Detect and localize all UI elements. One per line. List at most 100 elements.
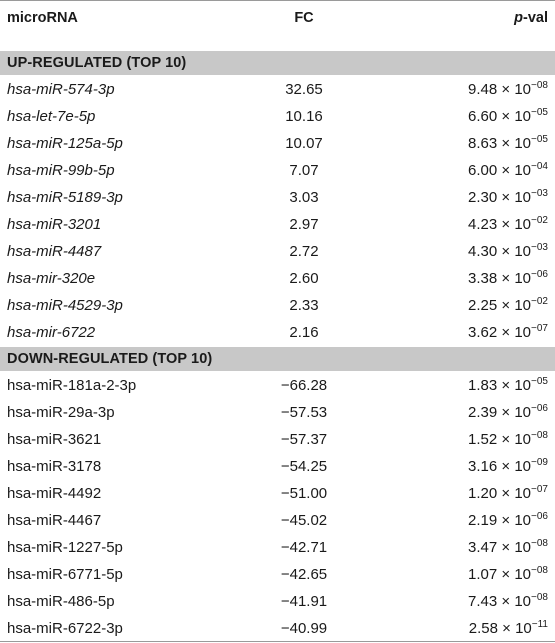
- cell-fc: 32.65: [285, 81, 323, 98]
- cell-fc: 7.07: [289, 162, 319, 179]
- pval-exponent: −09: [531, 457, 548, 468]
- pval-mantissa: 4.30: [468, 243, 498, 260]
- cell-mirna: hsa-miR-4487: [7, 243, 102, 260]
- pval-exponent: −02: [531, 296, 548, 307]
- pval-exponent: −08: [531, 538, 548, 549]
- section-title: UP-REGULATED (TOP 10): [7, 55, 187, 71]
- cell-mirna: hsa-mir-320e: [7, 270, 96, 287]
- section-up-regulated: UP-REGULATED (TOP 10): [0, 51, 555, 75]
- cell-fc: −42.71: [280, 539, 328, 556]
- cell-pval: 3.47 × 10−08: [468, 534, 548, 561]
- table-row: hsa-miR-29a-3p −57.53 2.39 × 10−06: [0, 399, 555, 426]
- cell-pval: 2.19 × 10−06: [468, 507, 548, 534]
- header-mirna: microRNA: [7, 10, 78, 26]
- pval-exponent: −08: [531, 592, 548, 603]
- times-symbol: ×: [501, 431, 511, 448]
- pval-mantissa: 2.25: [468, 297, 498, 314]
- pval-base: 10: [514, 593, 532, 610]
- pval-base: 10: [514, 485, 532, 502]
- times-symbol: ×: [501, 566, 511, 583]
- pval-mantissa: 2.58: [468, 620, 498, 637]
- cell-fc: −66.28: [280, 377, 328, 394]
- pval-exponent: −05: [531, 376, 548, 387]
- pval-mantissa: 2.19: [468, 512, 498, 529]
- cell-pval: 3.62 × 10−07: [468, 319, 548, 346]
- pval-exponent: −06: [531, 403, 548, 414]
- cell-mirna: hsa-miR-3621: [7, 431, 102, 448]
- table-row: hsa-miR-3201 2.97 4.23 × 10−02: [0, 211, 555, 238]
- cell-mirna: hsa-miR-3201: [7, 216, 102, 233]
- cell-mirna: hsa-mir-6722: [7, 324, 96, 341]
- table-row: hsa-miR-574-3p 32.65 9.48 × 10−08: [0, 76, 555, 103]
- times-symbol: ×: [501, 270, 511, 287]
- table-row: hsa-miR-125a-5p 10.07 8.63 × 10−05: [0, 130, 555, 157]
- cell-fc: 2.33: [289, 297, 319, 314]
- table-row: hsa-miR-1227-5p −42.71 3.47 × 10−08: [0, 534, 555, 561]
- pval-exponent: −05: [531, 134, 548, 145]
- cell-fc: 2.72: [289, 243, 319, 260]
- cell-fc: −42.65: [280, 566, 328, 583]
- cell-mirna: hsa-miR-486-5p: [7, 593, 115, 610]
- pval-base: 10: [514, 566, 532, 583]
- pval-exponent: −08: [531, 565, 548, 576]
- times-symbol: ×: [502, 620, 511, 637]
- table-row: hsa-miR-486-5p −41.91 7.43 × 10−08: [0, 588, 555, 615]
- pval-exponent: −08: [531, 80, 548, 91]
- cell-mirna: hsa-miR-574-3p: [7, 81, 115, 98]
- cell-mirna: hsa-miR-4529-3p: [7, 297, 123, 314]
- times-symbol: ×: [501, 189, 511, 206]
- table-header: microRNA FC p-val: [0, 1, 555, 51]
- pval-exponent: −06: [531, 269, 548, 280]
- table-row: hsa-miR-181a-2-3p −66.28 1.83 × 10−05: [0, 372, 555, 399]
- pval-mantissa: 1.07: [468, 566, 498, 583]
- pval-mantissa: 1.20: [468, 485, 498, 502]
- pval-base: 10: [514, 539, 532, 556]
- table-row: hsa-miR-5189-3p 3.03 2.30 × 10−03: [0, 184, 555, 211]
- cell-pval: 1.52 × 10−08: [468, 426, 548, 453]
- pval-mantissa: 6.60: [468, 108, 498, 125]
- cell-pval: 6.00 × 10−04: [468, 157, 548, 184]
- cell-fc: 3.03: [289, 189, 319, 206]
- pval-mantissa: 3.62: [468, 324, 498, 341]
- section-title: DOWN-REGULATED (TOP 10): [7, 351, 213, 367]
- pval-exponent: −06: [531, 511, 548, 522]
- cell-mirna: hsa-miR-4467: [7, 512, 102, 529]
- cell-fc: −51.00: [280, 485, 328, 502]
- pval-mantissa: 1.52: [468, 431, 498, 448]
- times-symbol: ×: [501, 404, 511, 421]
- pval-base: 10: [514, 431, 532, 448]
- times-symbol: ×: [501, 458, 511, 475]
- pval-base: 10: [514, 404, 532, 421]
- table-row: hsa-miR-4487 2.72 4.30 × 10−03: [0, 238, 555, 265]
- pval-base: 10: [515, 620, 532, 637]
- pval-exponent: −02: [531, 215, 548, 226]
- cell-pval: 8.63 × 10−05: [468, 130, 548, 157]
- table-row: hsa-mir-320e 2.60 3.38 × 10−06: [0, 265, 555, 292]
- table-row: hsa-let-7e-5p 10.16 6.60 × 10−05: [0, 103, 555, 130]
- cell-fc: −54.25: [280, 458, 328, 475]
- pval-exponent: −07: [531, 323, 548, 334]
- header-pval: p-val: [514, 1, 548, 51]
- cell-fc: 2.60: [289, 270, 319, 287]
- table-row: hsa-miR-3178 −54.25 3.16 × 10−09: [0, 453, 555, 480]
- pval-base: 10: [514, 297, 532, 314]
- cell-fc: −41.91: [280, 593, 328, 610]
- pval-mantissa: 2.30: [468, 189, 498, 206]
- cell-mirna: hsa-miR-99b-5p: [7, 162, 115, 179]
- header-fc: FC: [294, 10, 314, 26]
- times-symbol: ×: [501, 539, 511, 556]
- cell-pval: 3.16 × 10−09: [468, 453, 548, 480]
- pval-mantissa: 6.00: [468, 162, 498, 179]
- table-row: hsa-miR-6722-3p −40.99 2.58 × 10−11: [0, 615, 555, 642]
- section-down-regulated: DOWN-REGULATED (TOP 10): [0, 347, 555, 371]
- times-symbol: ×: [501, 108, 511, 125]
- pval-exponent: −11: [531, 619, 548, 630]
- pval-base: 10: [514, 162, 532, 179]
- table-row: hsa-miR-4492 −51.00 1.20 × 10−07: [0, 480, 555, 507]
- pval-base: 10: [514, 512, 532, 529]
- pval-mantissa: 7.43: [468, 593, 498, 610]
- bottom-rule: [0, 641, 555, 642]
- pval-mantissa: 9.48: [468, 81, 498, 98]
- header-pval-p: p: [514, 10, 523, 26]
- cell-pval: 2.39 × 10−06: [468, 399, 548, 426]
